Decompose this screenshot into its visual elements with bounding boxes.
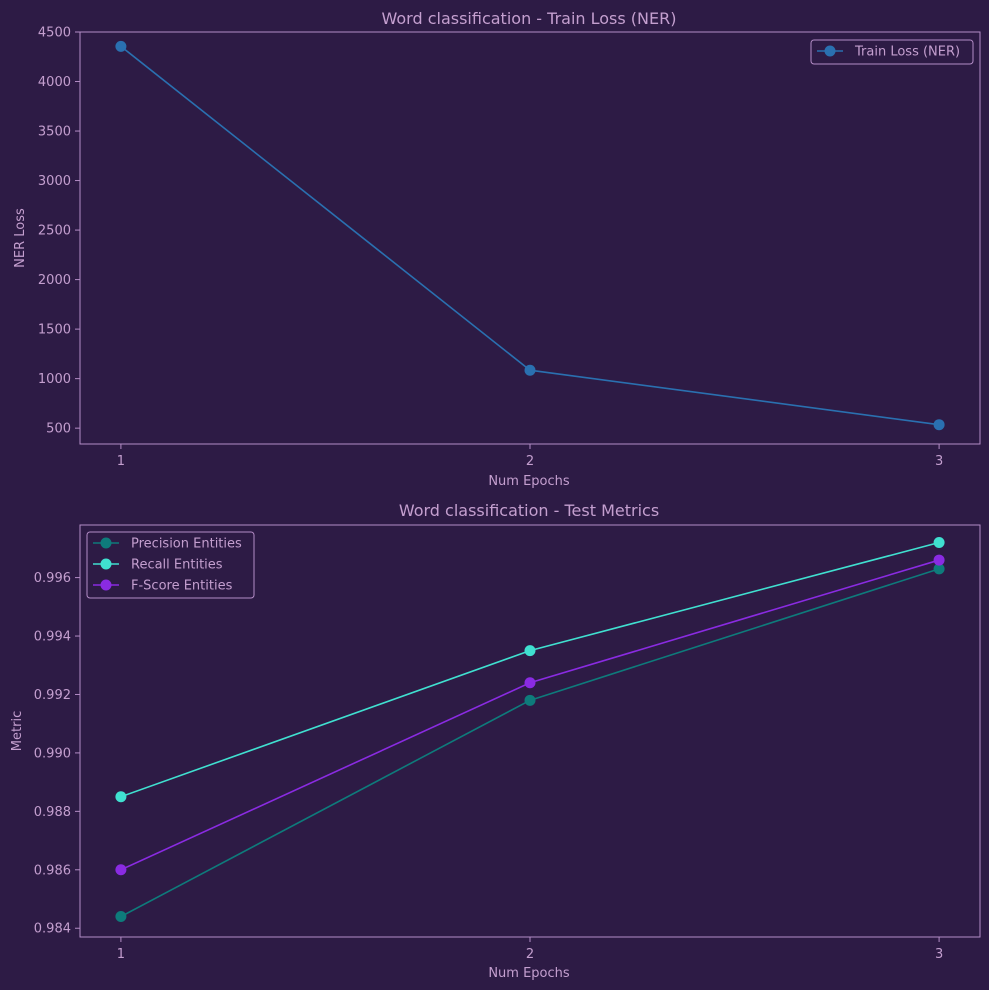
data-point-precision-entities bbox=[933, 563, 945, 575]
data-point-recall-entities bbox=[524, 645, 536, 657]
y-tick-label: 0.994 bbox=[34, 630, 71, 645]
x-tick-label: 2 bbox=[526, 947, 534, 962]
y-tick-label: 0.986 bbox=[34, 863, 71, 878]
axis-ticks: 1 2 3 0.984 0.986 0.988 0.990 0.992 0.994 0.996 bbox=[34, 571, 943, 962]
y-tick-label: 0.992 bbox=[34, 688, 71, 703]
y-tick-label: 1000 bbox=[38, 372, 71, 387]
series-line-f-score-entities bbox=[120, 559, 940, 871]
legend-label: Recall Entities bbox=[131, 558, 223, 573]
legend: Train Loss (NER) bbox=[810, 39, 974, 65]
legend-label: F-Score Entities bbox=[131, 579, 233, 594]
y-tick-label: 0.990 bbox=[34, 746, 71, 761]
data-point-train-loss-ner bbox=[115, 40, 127, 52]
x-axis-label: Num Epochs bbox=[488, 966, 570, 981]
x-tick-label: 3 bbox=[935, 454, 943, 469]
series-layer bbox=[115, 40, 945, 431]
y-tick-label: 4500 bbox=[38, 26, 71, 41]
y-tick-label: 500 bbox=[46, 422, 71, 437]
y-tick-label: 0.988 bbox=[34, 805, 71, 820]
data-point-f-score-entities bbox=[933, 554, 945, 566]
y-tick-label: 4000 bbox=[38, 75, 71, 90]
series-layer bbox=[115, 537, 945, 923]
legend-marker bbox=[100, 558, 112, 570]
legend-marker bbox=[100, 579, 112, 591]
legend-marker bbox=[100, 537, 112, 549]
y-tick-label: 0.984 bbox=[34, 922, 71, 937]
data-point-recall-entities bbox=[933, 537, 945, 549]
x-tick-label: 2 bbox=[526, 454, 534, 469]
y-tick-label: 0.996 bbox=[34, 571, 71, 586]
x-tick-label: 1 bbox=[117, 947, 125, 962]
legend: Precision Entities Recall Entities F-Score… bbox=[86, 531, 255, 599]
y-axis-label: Metric bbox=[10, 711, 25, 751]
chart-title: Word classification - Train Loss (NER) bbox=[382, 9, 677, 28]
legend-box bbox=[86, 531, 255, 599]
plot-area bbox=[79, 31, 981, 445]
legend-label: Train Loss (NER) bbox=[854, 45, 960, 60]
data-point-train-loss-ner bbox=[524, 364, 536, 376]
legend-marker bbox=[824, 45, 836, 57]
data-point-recall-entities bbox=[115, 791, 127, 803]
data-point-f-score-entities bbox=[115, 864, 127, 876]
data-point-precision-entities bbox=[524, 694, 536, 706]
data-point-precision-entities bbox=[115, 911, 127, 923]
chart-title: Word classification - Test Metrics bbox=[399, 501, 659, 520]
x-tick-label: 1 bbox=[117, 454, 125, 469]
y-axis-label: NER Loss bbox=[13, 208, 28, 268]
y-tick-label: 2500 bbox=[38, 224, 71, 239]
data-point-train-loss-ner bbox=[933, 419, 945, 431]
y-tick-label: 3000 bbox=[38, 174, 71, 189]
y-tick-label: 2000 bbox=[38, 273, 71, 288]
series-line-precision-entities bbox=[120, 568, 940, 918]
x-axis-label: Num Epochs bbox=[488, 474, 570, 489]
y-tick-label: 1500 bbox=[38, 323, 71, 338]
x-tick-label: 3 bbox=[935, 947, 943, 962]
y-tick-label: 3500 bbox=[38, 125, 71, 140]
train-loss-chart: Word classification - Train Loss (NER) N… bbox=[13, 9, 981, 489]
legend-label: Precision Entities bbox=[131, 537, 242, 552]
legend-box bbox=[810, 39, 974, 65]
test-metrics-chart: Word classification - Test Metrics Num E… bbox=[10, 501, 981, 981]
data-point-f-score-entities bbox=[524, 677, 536, 689]
